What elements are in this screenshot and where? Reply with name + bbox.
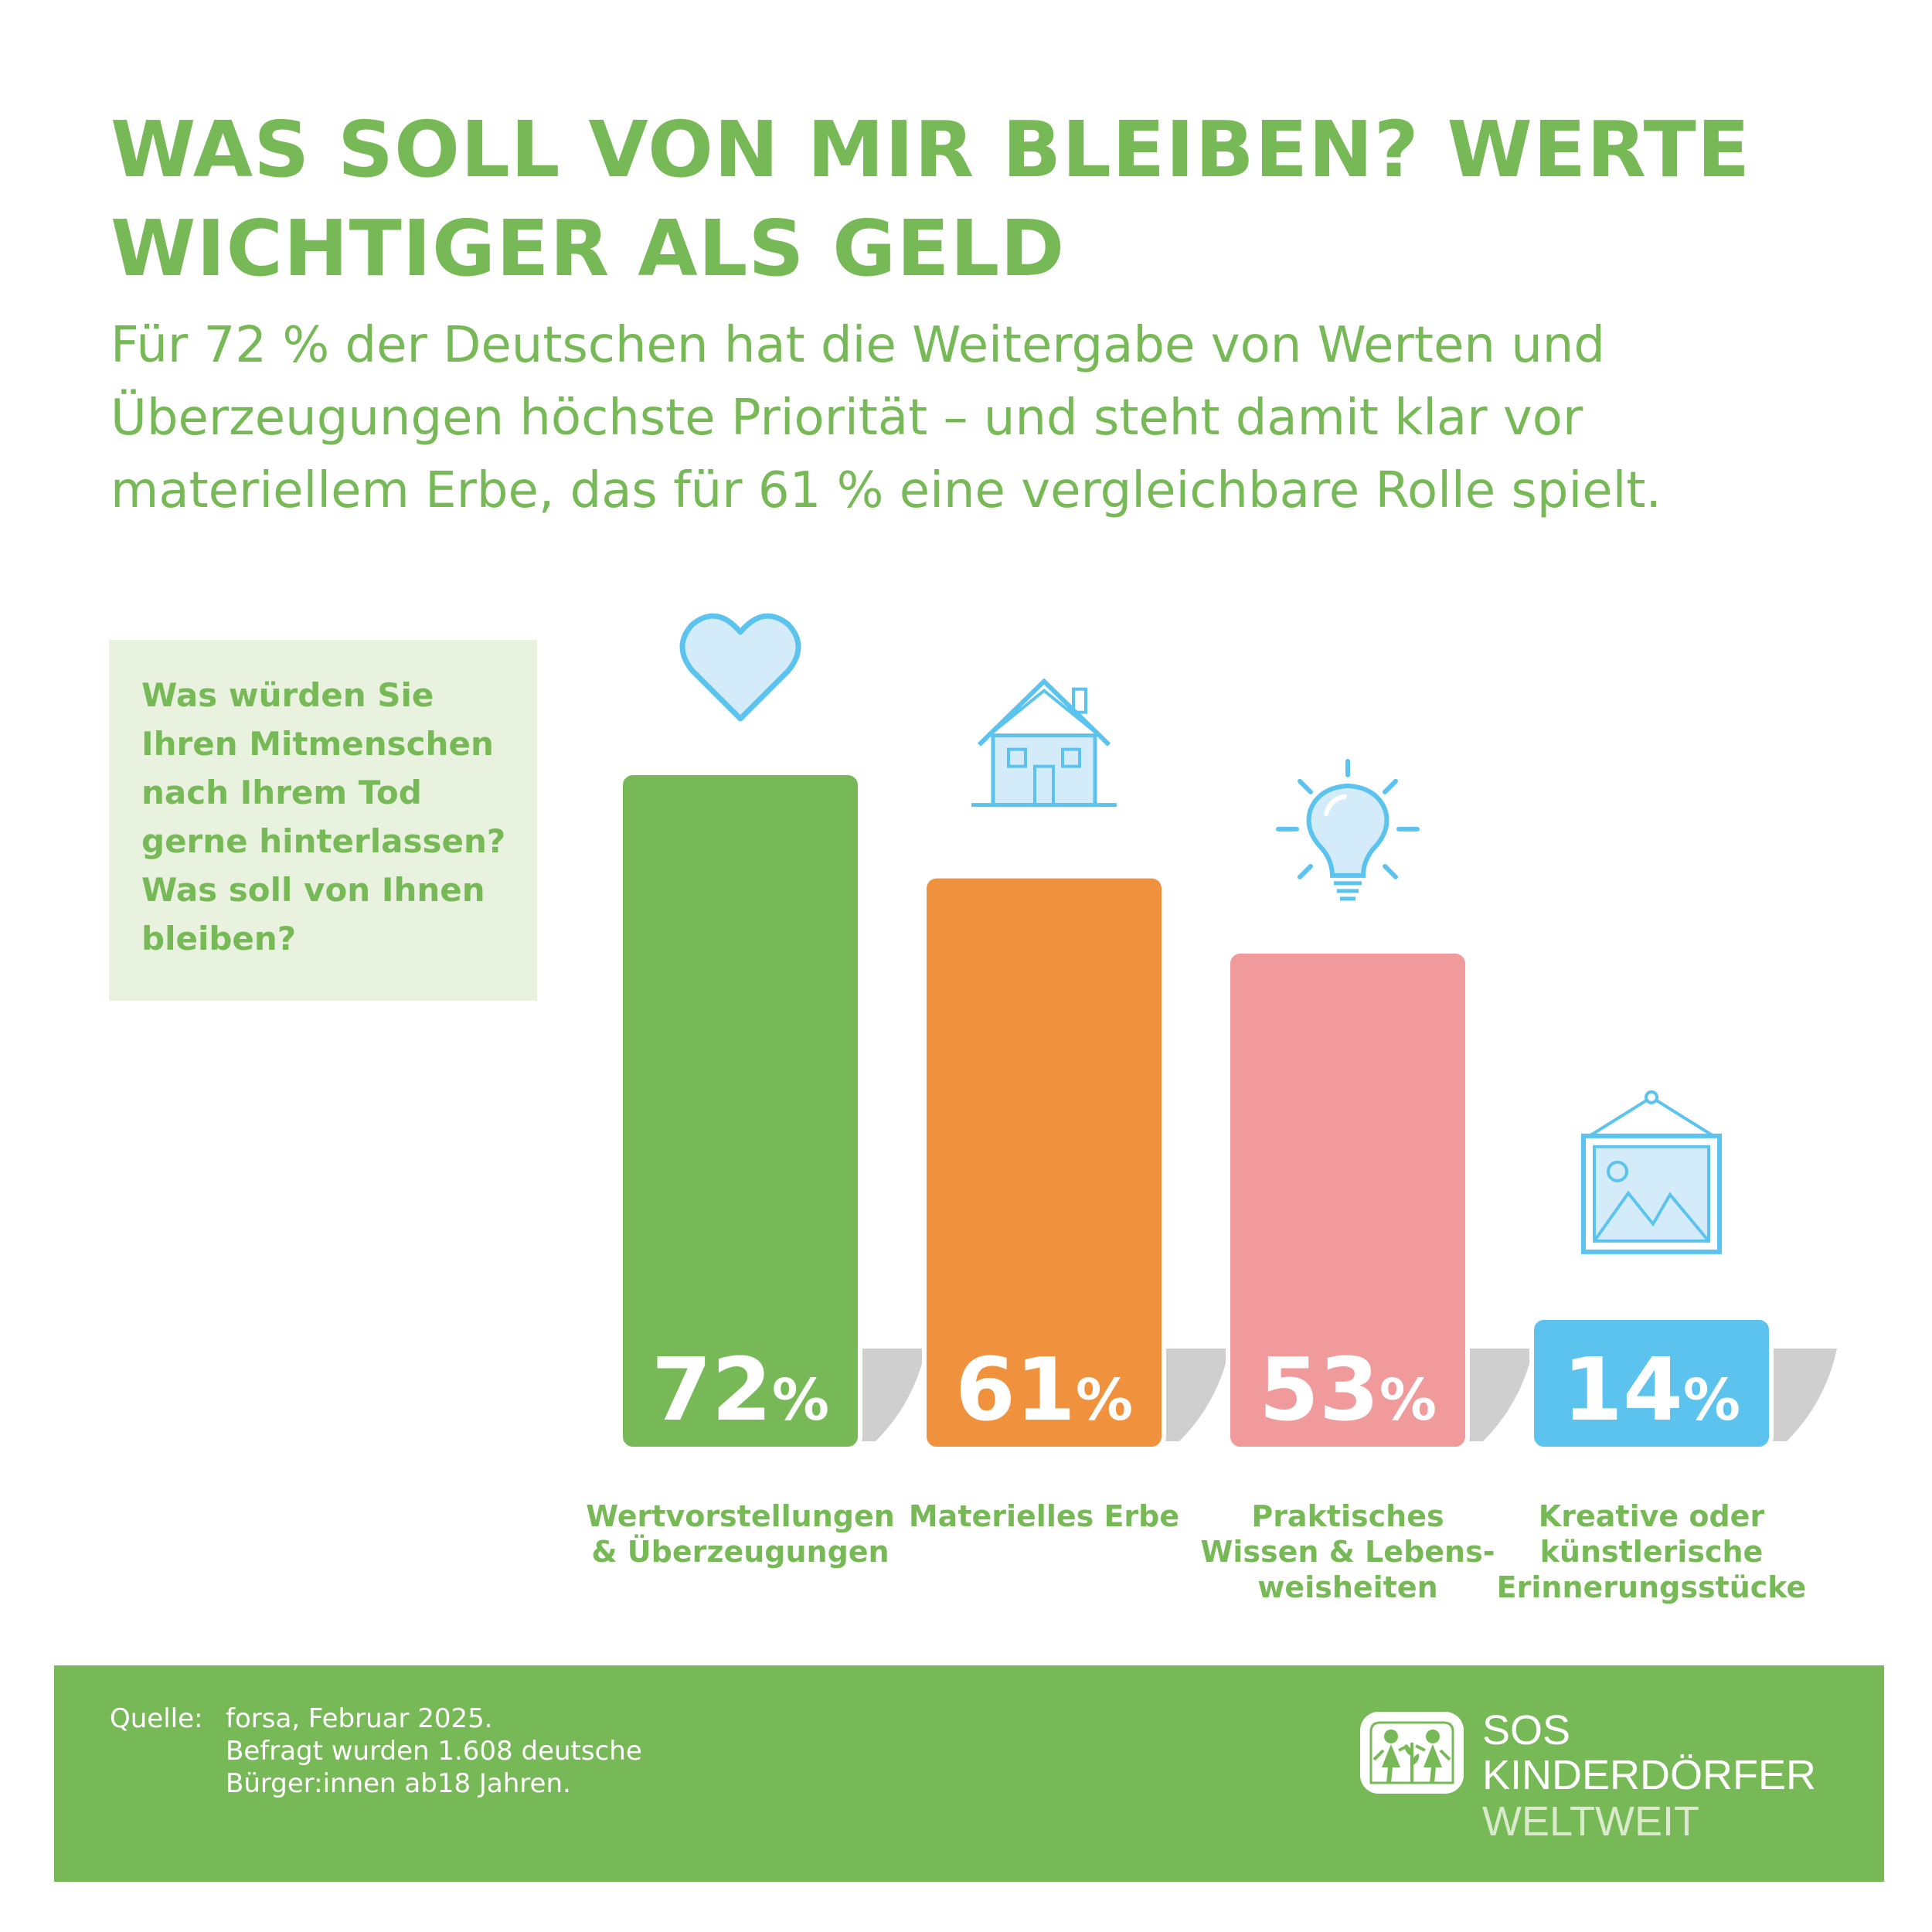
category-label: Praktisches Wissen & Lebens-weisheiten xyxy=(1200,1499,1495,1604)
bar-shadow xyxy=(860,1349,926,1441)
logo-text-kinderdoerfer: KINDERDÖRFER xyxy=(1482,1752,1817,1798)
footer: Quelle: forsa, Februar 2025. Befragt wur… xyxy=(54,1665,1884,1882)
bar-value-label: 14% xyxy=(1563,1340,1740,1440)
logo-text-sos: SOS xyxy=(1482,1707,1571,1753)
bar-shadow xyxy=(1164,1349,1230,1441)
category-label: Kreative oder künstlerische Erinnerungsstü… xyxy=(1497,1499,1807,1604)
bar xyxy=(922,873,1166,1451)
logo-text-weltweit: WELTWEIT xyxy=(1482,1798,1699,1845)
sos-logo-icon xyxy=(1360,1712,1464,1794)
survey-question: Was würden Sie Ihren Mitmenschen nach Ih… xyxy=(141,676,506,957)
bar-value-label: 61% xyxy=(955,1340,1133,1440)
bar-shadow xyxy=(1468,1349,1533,1441)
sos-logo: SOS KINDERDÖRFER WELTWEIT xyxy=(1360,1708,1855,1855)
bar-chart: 72% Wertvorstellungen & Überzeugungen 61% Ma… xyxy=(586,613,1837,1604)
source-label: Quelle: xyxy=(110,1703,203,1734)
bar-shadow xyxy=(1771,1349,1837,1441)
bar-value-label: 53% xyxy=(1259,1340,1437,1440)
picture-frame-icon xyxy=(1581,1090,1722,1254)
bar xyxy=(1226,948,1470,1452)
heart-icon xyxy=(679,613,801,722)
category-label: Materielles Erbe xyxy=(909,1499,1179,1533)
page-title: WAS SOLL VON MIR BLEIBEN? WERTE WICHTIGE… xyxy=(111,104,1751,294)
bar xyxy=(1529,1315,1774,1451)
lightbulb-icon xyxy=(1276,758,1420,901)
category-label: Wertvorstellungen & Überzeugungen xyxy=(586,1499,895,1569)
house-icon xyxy=(971,678,1117,808)
bar xyxy=(618,770,862,1451)
question-box: Was würden Sie Ihren Mitmenschen nach Ih… xyxy=(109,640,537,1001)
source-text: forsa, Februar 2025. Befragt wurden 1.60… xyxy=(226,1703,642,1799)
bar-value-label: 72% xyxy=(651,1340,829,1440)
page-subtitle: Für 72 % der Deutschen hat die Weitergab… xyxy=(111,317,1662,519)
